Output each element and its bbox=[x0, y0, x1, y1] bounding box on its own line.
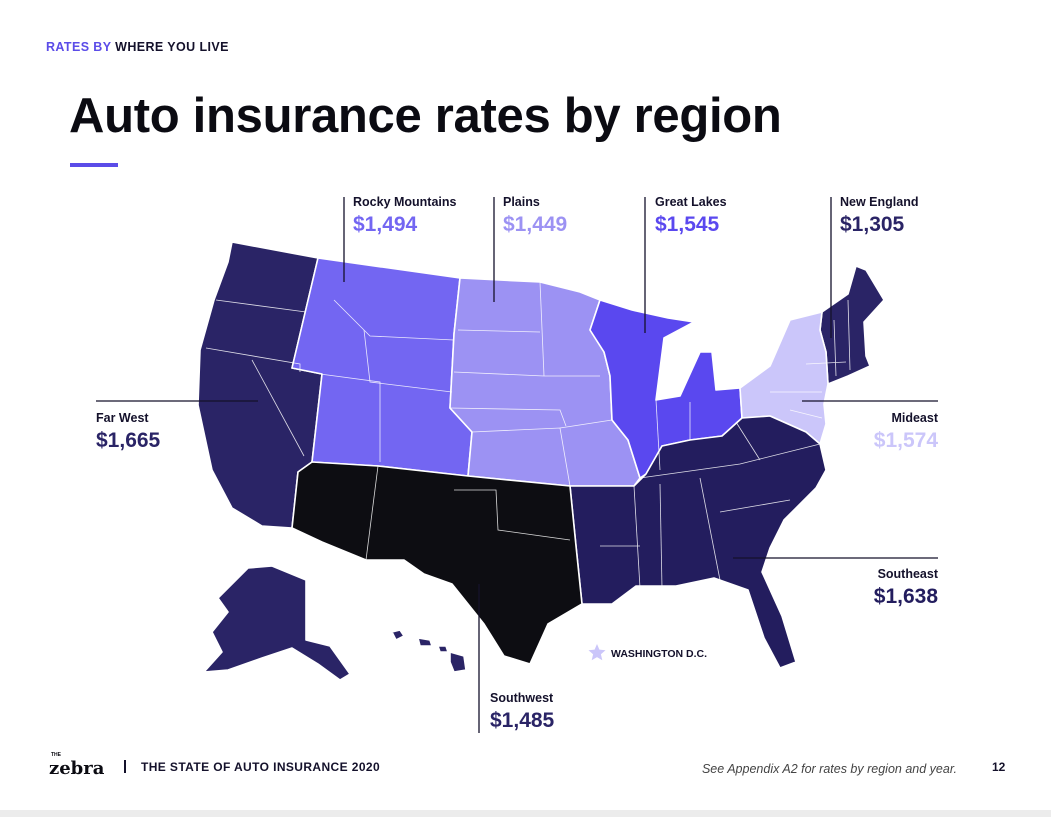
state-borders bbox=[205, 281, 851, 589]
logo-text: zebra bbox=[49, 758, 105, 779]
region-rocky-mountains[interactable] bbox=[291, 257, 473, 477]
eyebrow-accent: RATES BY bbox=[46, 40, 112, 54]
state-alaska[interactable] bbox=[203, 565, 351, 681]
label-rocky-mountains: Rocky Mountains $1,494 bbox=[353, 195, 457, 237]
region-name: Great Lakes bbox=[655, 195, 727, 209]
washington-dc-label: WASHINGTON D.C. bbox=[611, 648, 708, 660]
region-rate: $1,638 bbox=[873, 585, 938, 608]
region-rate: $1,494 bbox=[353, 213, 418, 236]
page-number: 12 bbox=[992, 760, 1006, 774]
title-underline bbox=[70, 163, 118, 167]
region-new-england[interactable] bbox=[819, 265, 885, 385]
region-rate: $1,449 bbox=[503, 213, 568, 236]
page-title: Auto insurance rates by region bbox=[69, 89, 782, 143]
region-name: Southwest bbox=[490, 691, 554, 705]
region-name: Far West bbox=[96, 411, 149, 425]
footer-divider bbox=[124, 760, 126, 773]
label-far-west: Far West $1,665 bbox=[96, 411, 160, 453]
logo-small-text: THE bbox=[51, 752, 61, 758]
region-southeast[interactable] bbox=[569, 415, 827, 669]
publication-title: THE STATE OF AUTO INSURANCE 2020 bbox=[141, 760, 381, 774]
label-plains: Plains $1,449 bbox=[503, 195, 567, 237]
region-name: Plains bbox=[503, 195, 540, 209]
section-eyebrow: RATES BY WHERE YOU LIVE bbox=[46, 40, 229, 54]
page-bottom-band bbox=[0, 810, 1051, 817]
label-mideast: Mideast $1,574 bbox=[874, 411, 938, 453]
zebra-logo: THE zebra bbox=[49, 752, 105, 779]
state-hawaii[interactable] bbox=[391, 629, 467, 673]
label-southeast: Southeast $1,638 bbox=[874, 567, 938, 609]
region-southwest[interactable] bbox=[291, 461, 583, 665]
region-rate: $1,574 bbox=[873, 429, 938, 452]
label-southwest: Southwest $1,485 bbox=[490, 691, 554, 733]
label-new-england: New England $1,305 bbox=[840, 195, 918, 237]
eyebrow-rest: WHERE YOU LIVE bbox=[115, 40, 229, 54]
region-name: Southeast bbox=[877, 567, 938, 581]
region-name: New England bbox=[840, 195, 919, 209]
region-name: Mideast bbox=[891, 411, 938, 425]
region-name: Rocky Mountains bbox=[353, 195, 457, 209]
region-rate: $1,545 bbox=[655, 213, 720, 236]
label-great-lakes: Great Lakes $1,545 bbox=[655, 195, 727, 237]
leader-lines bbox=[96, 197, 938, 733]
region-rate: $1,665 bbox=[96, 429, 161, 452]
region-rate: $1,485 bbox=[490, 709, 555, 732]
appendix-note: See Appendix A2 for rates by region and … bbox=[701, 762, 957, 776]
region-rate: $1,305 bbox=[840, 213, 905, 236]
washington-dc-star-icon bbox=[588, 644, 606, 661]
